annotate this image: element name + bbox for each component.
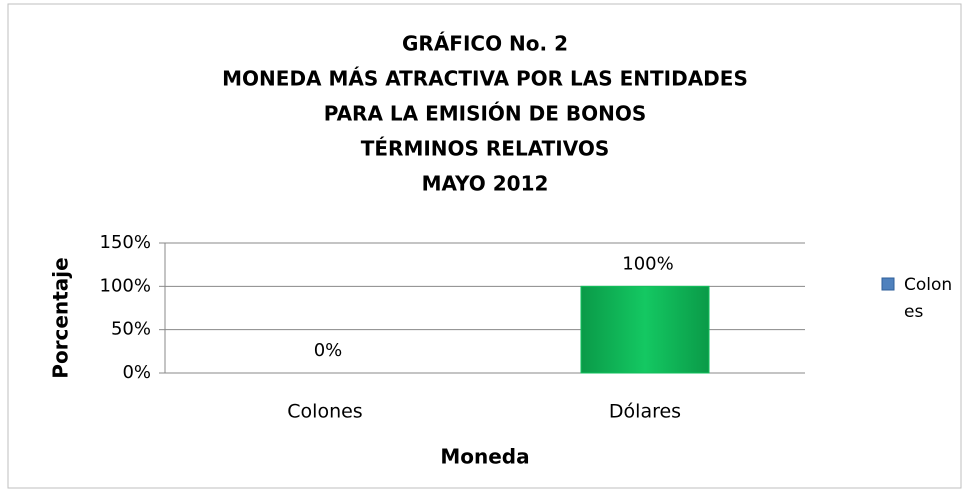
- legend-marker: [881, 277, 895, 291]
- chart-border: [7, 3, 962, 489]
- legend-label: Colones: [904, 275, 953, 322]
- y-tick-label: 0%: [122, 362, 151, 383]
- x-tick-label: Colones: [287, 401, 362, 423]
- chart-title: GRÁFICO No. 2: [402, 32, 568, 56]
- y-tick-label: 100%: [100, 275, 151, 296]
- chart-title: MONEDA MÁS ATRACTIVA POR LAS ENTIDADES: [222, 67, 748, 91]
- chart-title: TÉRMINOS RELATIVOS: [361, 137, 610, 161]
- y-tick-label: 50%: [111, 319, 151, 340]
- chart-title: PARA LA EMISIÓN DE BONOS: [324, 102, 647, 126]
- data-label: 0%: [314, 340, 343, 361]
- y-tick-label: 150%: [100, 232, 151, 253]
- data-label: 100%: [622, 253, 673, 274]
- y-axis-label: Porcentaje: [49, 257, 73, 378]
- chart-title: MAYO 2012: [422, 172, 549, 196]
- bar: [580, 285, 710, 374]
- x-axis-label: Moneda: [440, 445, 529, 469]
- x-tick-label: Dólares: [609, 401, 681, 423]
